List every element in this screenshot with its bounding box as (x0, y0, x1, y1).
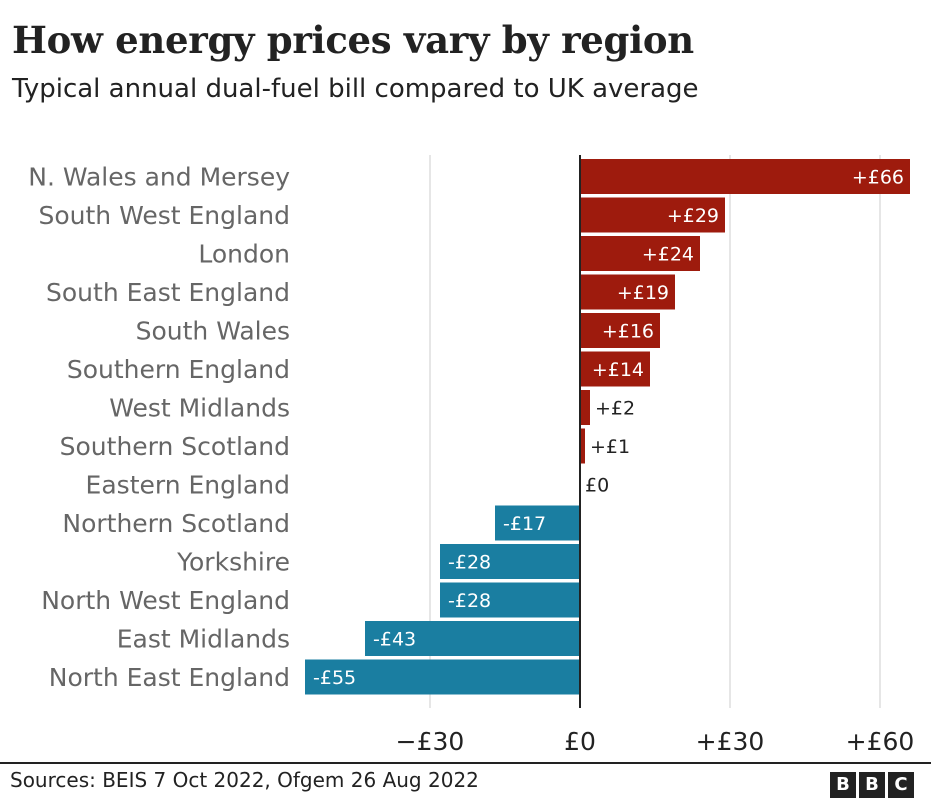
data-label: +£24 (642, 244, 694, 266)
data-label: +£14 (592, 359, 644, 381)
bar (580, 313, 660, 348)
category-label: Southern England (67, 355, 290, 384)
category-label: South East England (46, 278, 290, 307)
bar (580, 197, 725, 233)
category-label: East Midlands (117, 625, 290, 654)
bar-chart: −£30 £0 +£30 +£60 N. Wales and Mersey +£66 Sou… (28, 155, 915, 756)
chart-subtitle: Typical annual dual-fuel bill compared t… (12, 74, 699, 104)
bar (440, 582, 580, 618)
x-tick-label: £0 (564, 727, 596, 756)
bar (580, 274, 675, 310)
chart-title: How energy prices vary by region (12, 18, 694, 62)
bar (365, 621, 580, 656)
logo-letter-b2: B (859, 772, 885, 798)
x-tick-label: +£60 (846, 727, 915, 756)
bar (495, 505, 580, 541)
footer-divider (0, 762, 931, 764)
bar (580, 351, 650, 387)
category-label: London (198, 240, 290, 269)
data-label: -£28 (448, 590, 491, 612)
data-label: +£16 (602, 321, 654, 343)
bar (580, 390, 590, 425)
data-label: £0 (585, 475, 609, 497)
x-tick-label: +£30 (696, 727, 765, 756)
category-label: Southern Scotland (60, 432, 290, 461)
data-label: +£19 (617, 282, 669, 304)
category-label: N. Wales and Mersey (28, 163, 290, 192)
category-label: Eastern England (86, 471, 290, 500)
category-label: South West England (38, 201, 290, 230)
data-label: +£2 (595, 398, 635, 420)
x-tick-label: −£30 (396, 727, 465, 756)
category-label: Northern Scotland (62, 509, 290, 538)
bar (580, 236, 700, 271)
data-label: -£17 (503, 513, 546, 535)
logo-letter-b1: B (830, 772, 856, 798)
category-label: North East England (49, 663, 290, 692)
bbc-logo: B B C (830, 772, 914, 798)
data-label: +£1 (590, 436, 630, 458)
data-label: +£66 (852, 167, 904, 189)
bar (440, 544, 580, 579)
bar (580, 428, 585, 464)
data-label: +£29 (667, 205, 719, 227)
bar (580, 159, 910, 194)
category-label: West Midlands (109, 394, 290, 423)
source-note: Sources: BEIS 7 Oct 2022, Ofgem 26 Aug 2… (10, 768, 479, 792)
data-label: -£43 (373, 629, 416, 651)
logo-letter-c: C (888, 772, 914, 798)
category-label: North West England (41, 586, 290, 615)
bar (305, 659, 580, 695)
category-label: South Wales (136, 317, 290, 346)
category-label: Yorkshire (176, 548, 290, 577)
data-label: -£55 (313, 667, 356, 689)
data-label: -£28 (448, 552, 491, 574)
